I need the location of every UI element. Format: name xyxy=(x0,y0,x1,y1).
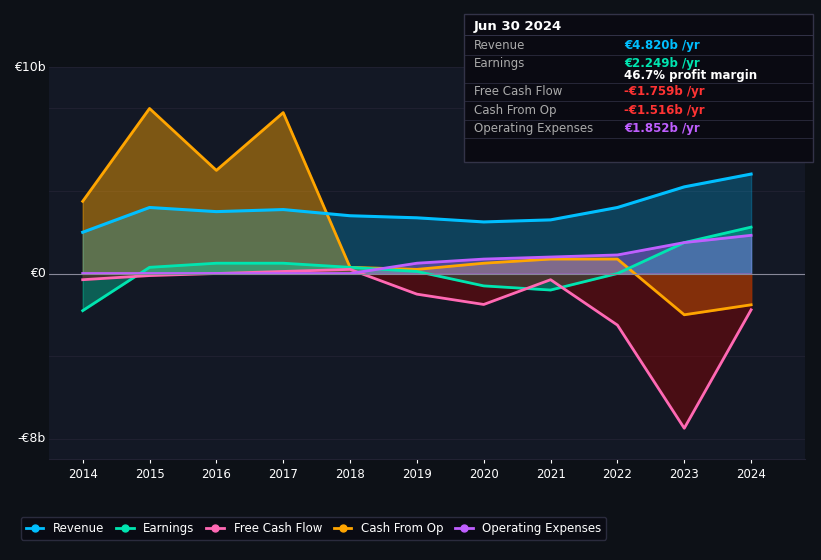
Text: 46.7% profit margin: 46.7% profit margin xyxy=(624,69,757,82)
Text: -€8b: -€8b xyxy=(17,432,45,445)
Text: -€1.759b /yr: -€1.759b /yr xyxy=(624,85,704,98)
Text: Cash From Op: Cash From Op xyxy=(474,104,556,116)
Text: €4.820b /yr: €4.820b /yr xyxy=(624,39,699,52)
Text: Earnings: Earnings xyxy=(474,57,525,70)
Text: Revenue: Revenue xyxy=(474,39,525,52)
Legend: Revenue, Earnings, Free Cash Flow, Cash From Op, Operating Expenses: Revenue, Earnings, Free Cash Flow, Cash … xyxy=(21,517,606,539)
Text: Operating Expenses: Operating Expenses xyxy=(474,122,593,135)
Text: Free Cash Flow: Free Cash Flow xyxy=(474,85,562,98)
Text: €0: €0 xyxy=(30,267,45,280)
Text: -€1.516b /yr: -€1.516b /yr xyxy=(624,104,704,116)
Text: €10b: €10b xyxy=(14,60,45,74)
Text: €1.852b /yr: €1.852b /yr xyxy=(624,122,699,135)
Text: €2.249b /yr: €2.249b /yr xyxy=(624,57,699,70)
Text: Jun 30 2024: Jun 30 2024 xyxy=(474,20,562,32)
